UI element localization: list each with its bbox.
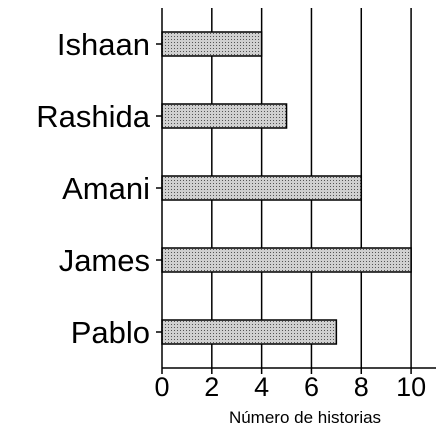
tick-labels: 0 2 4 6 8 10 [154, 372, 426, 402]
bars [161, 31, 412, 345]
category-label-james: James [59, 243, 150, 278]
bar-ishaan [161, 31, 263, 57]
category-label-ishaan: Ishaan [57, 27, 150, 62]
bar-rashida [161, 103, 288, 129]
x-tick-label-0: 0 [154, 372, 169, 402]
bar-amani [161, 175, 363, 201]
x-tick-label-4: 4 [254, 372, 269, 402]
x-tick-label-6: 6 [304, 372, 319, 402]
category-label-amani: Amani [62, 171, 150, 206]
x-axis-title: Número de historias [229, 408, 381, 427]
category-labels: Ishaan Rashida Amani James Pablo [36, 27, 150, 350]
x-tick-label-10: 10 [396, 372, 426, 402]
category-label-rashida: Rashida [36, 99, 150, 134]
x-tick-label-8: 8 [354, 372, 369, 402]
axes [156, 8, 436, 374]
bar-pablo [161, 319, 338, 345]
bar-james [161, 247, 412, 273]
category-label-pablo: Pablo [71, 315, 150, 350]
x-tick-label-2: 2 [204, 372, 219, 402]
